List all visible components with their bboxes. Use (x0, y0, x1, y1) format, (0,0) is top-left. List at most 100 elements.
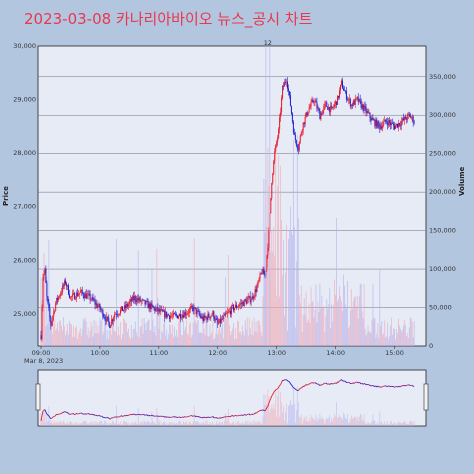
navigator-price-segment (234, 415, 236, 417)
navigator-price-segment (242, 414, 245, 416)
navigator-volume-bar (168, 423, 170, 426)
news-marker-label[interactable]: 1 (264, 39, 268, 47)
navigator-price-segment (271, 394, 274, 397)
candle-body (341, 80, 343, 85)
navigator-price-segment (279, 384, 281, 386)
volume-bar (75, 326, 77, 346)
candle-body (67, 285, 69, 295)
volume-bar (60, 320, 62, 346)
candle-body (405, 119, 407, 120)
candle-body (41, 307, 43, 340)
volume-bar (307, 319, 309, 346)
navigator-volume-bar (400, 422, 401, 426)
navigator-left-handle[interactable] (35, 383, 41, 411)
volume-bar (375, 337, 377, 346)
candle-body (339, 90, 341, 98)
volume-bar (182, 320, 184, 346)
volume-bar (245, 329, 247, 346)
navigator-volume-bar (361, 419, 363, 426)
volume-bar (134, 321, 136, 346)
volume-bar (366, 332, 368, 346)
navigator-volume-bar (203, 422, 205, 426)
candle-body (313, 102, 315, 103)
navigator-volume-bar (134, 421, 136, 426)
navigator-volume-bar (197, 421, 199, 426)
volume-bar (206, 317, 208, 346)
candle-body (206, 317, 208, 320)
volume-bar (357, 318, 359, 346)
navigator-volume-bar (124, 421, 125, 426)
candle-body (84, 293, 86, 298)
navigator-price-segment (394, 386, 396, 388)
navigator-volume-bar (131, 424, 133, 426)
candle-body (264, 274, 266, 277)
candle-body (172, 315, 174, 317)
candle-body (165, 311, 167, 318)
volume-bar (64, 326, 65, 346)
volume-bar (343, 274, 344, 346)
navigator-volume-bar (396, 422, 397, 426)
navigator-volume-bar (253, 420, 255, 426)
volume-axis-label: Volume (458, 166, 466, 196)
navigator-price-segment (168, 416, 170, 419)
candle-body (208, 313, 210, 318)
navigator-volume-bar (145, 423, 147, 426)
volume-bar (212, 321, 214, 346)
navigator-volume-bar (311, 417, 313, 426)
navigator-price-segment (202, 416, 205, 419)
price-tick-label: 30,000 (13, 42, 36, 50)
volume-bar (71, 324, 72, 346)
navigator-volume-bar (234, 424, 235, 426)
candle-body (353, 100, 355, 105)
volume-bar (303, 298, 305, 346)
navigator-volume-bar (107, 422, 109, 426)
navigator-volume-bar (83, 421, 85, 426)
volume-bar (394, 328, 395, 346)
navigator-volume-bar (201, 423, 203, 426)
candle-body (252, 296, 254, 299)
news-marker-label[interactable]: 2 (268, 39, 272, 47)
candle-body (97, 306, 99, 308)
navigator-volume-bar (348, 422, 350, 426)
navigator-right-handle[interactable] (423, 383, 429, 411)
navigator-volume-bar (227, 418, 228, 426)
volume-bar (295, 260, 297, 346)
volume-bar (235, 327, 236, 346)
volume-bar (175, 335, 176, 346)
candle-body (88, 293, 90, 295)
candle-body (263, 269, 265, 275)
candle-body (289, 95, 291, 106)
volume-bar (227, 305, 228, 346)
candle-body (217, 319, 219, 324)
candle-body (102, 309, 104, 317)
navigator-volume-bar (352, 417, 354, 426)
navigator-volume-bar (68, 423, 69, 426)
volume-bar (392, 334, 393, 346)
candle-body (182, 314, 184, 318)
navigator-volume-bar (46, 413, 48, 426)
navigator-volume-bar (406, 423, 408, 426)
candle-body (319, 110, 321, 120)
volume-bar (333, 304, 335, 346)
navigator-volume-bar (249, 422, 251, 426)
navigator-price-segment (144, 414, 147, 416)
volume-bar (362, 318, 364, 346)
volume-bar (174, 326, 175, 346)
volume-bar (291, 234, 293, 346)
volume-bar (350, 289, 352, 346)
navigator-price-segment (54, 414, 57, 417)
volume-bar (379, 268, 381, 346)
volume-bar (161, 330, 163, 346)
volume-bar (334, 279, 336, 346)
navigator-volume-bar (202, 421, 204, 426)
candle-body (60, 293, 62, 297)
candle-body (248, 295, 250, 298)
volume-bar (104, 318, 106, 346)
candle-body (297, 148, 299, 151)
navigator-price-segment (40, 415, 43, 421)
navigator-price-segment (400, 385, 402, 388)
volume-bar (250, 334, 252, 346)
navigator-volume-bar (247, 424, 249, 426)
candle-body (45, 268, 47, 283)
